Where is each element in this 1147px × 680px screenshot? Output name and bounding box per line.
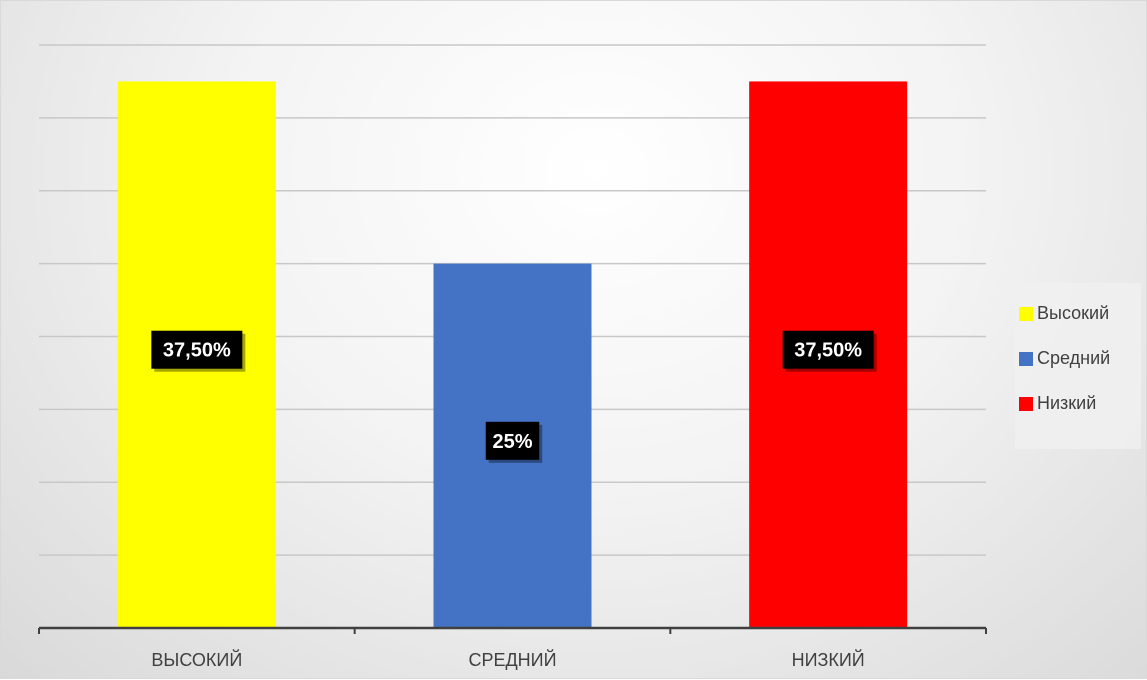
legend-swatch (1019, 351, 1033, 366)
category-labels: ВЫСОКИЙ СРЕДНИЙ НИЗКИЙ (151, 649, 864, 670)
legend-swatch (1019, 396, 1033, 411)
category-label: НИЗКИЙ (792, 649, 865, 670)
data-label: 37,50% (794, 340, 862, 362)
category-label: СРЕДНИЙ (468, 649, 556, 670)
legend: Высокий Средний Низкий (1015, 283, 1141, 449)
x-axis (38, 626, 987, 634)
legend-item-low: Низкий (1015, 381, 1141, 426)
legend-label: Средний (1037, 348, 1111, 368)
legend-item-high: Высокий (1015, 291, 1141, 336)
legend-label: Низкий (1037, 393, 1097, 413)
data-label-box (782, 330, 874, 369)
data-label-box (151, 330, 243, 369)
legend-item-medium: Средний (1015, 336, 1141, 381)
data-labels: 37,50% 25% 37,50% (151, 330, 877, 463)
legend-swatch (1019, 306, 1033, 321)
category-label: ВЫСОКИЙ (151, 649, 242, 670)
data-label: 25% (492, 431, 532, 453)
data-label: 37,50% (163, 340, 231, 362)
legend-label: Высокий (1037, 303, 1110, 323)
data-label-box (485, 421, 540, 460)
